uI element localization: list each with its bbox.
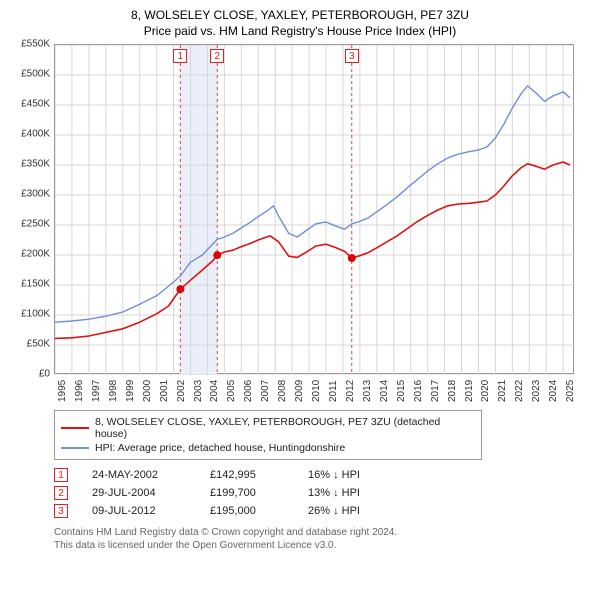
legend-row: 8, WOLSELEY CLOSE, YAXLEY, PETERBOROUGH,… [61,415,475,441]
legend-swatch [61,447,89,449]
x-tick-label: 2003 [193,380,204,402]
legend-label: 8, WOLSELEY CLOSE, YAXLEY, PETERBOROUGH,… [95,416,475,440]
y-tick-label: £100K [21,309,50,320]
sale-hpi-diff: 13% ↓ HPI [308,487,418,499]
y-tick-label: £400K [21,129,50,140]
sale-price: £199,700 [210,487,290,499]
x-tick-label: 2010 [311,380,322,402]
x-tick-label: 2024 [548,380,559,402]
x-tick-label: 1997 [91,380,102,402]
footnote-line: This data is licensed under the Open Gov… [54,539,588,552]
x-tick-label: 2004 [209,380,220,402]
sale-hpi-diff: 16% ↓ HPI [308,469,418,481]
y-tick-label: £500K [21,69,50,80]
x-tick-label: 2023 [531,380,542,402]
x-tick-label: 2020 [480,380,491,402]
footnote: Contains HM Land Registry data © Crown c… [54,526,588,552]
y-tick-label: £300K [21,189,50,200]
x-tick-label: 2006 [243,380,254,402]
sale-marker-number: 1 [54,468,68,482]
x-tick-label: 2011 [328,380,339,402]
x-tick-label: 2013 [362,380,373,402]
titles: 8, WOLSELEY CLOSE, YAXLEY, PETERBOROUGH,… [12,8,588,38]
x-tick-label: 1998 [108,380,119,402]
x-tick-label: 2002 [176,380,187,402]
sale-price: £195,000 [210,505,290,517]
sales-table: 1 24-MAY-2002 £142,995 16% ↓ HPI 2 29-JU… [54,468,588,518]
sale-date: 09-JUL-2012 [92,505,192,517]
legend-label: HPI: Average price, detached house, Hunt… [95,442,345,454]
sale-date: 24-MAY-2002 [92,469,192,481]
x-tick-label: 1995 [57,380,68,402]
y-tick-label: £150K [21,279,50,290]
y-tick-label: £250K [21,219,50,230]
sale-row: 3 09-JUL-2012 £195,000 26% ↓ HPI [54,504,588,518]
sale-row: 2 29-JUL-2004 £199,700 13% ↓ HPI [54,486,588,500]
y-tick-label: £450K [21,99,50,110]
sale-marker-flag: 3 [345,49,359,63]
x-axis-labels: 1995 1996 1997 1998 1999 2000 2001 2002 2003 2004… [54,376,574,404]
x-tick-label: 2017 [430,380,441,402]
legend-swatch [61,427,89,429]
y-tick-label: £0 [39,369,50,380]
legend-row: HPI: Average price, detached house, Hunt… [61,441,475,455]
y-tick-label: £50K [27,339,50,350]
sale-marker-number: 3 [54,504,68,518]
sale-marker-flag: 1 [173,49,187,63]
y-tick-label: £200K [21,249,50,260]
x-tick-label: 2025 [565,380,576,402]
x-tick-label: 2009 [294,380,305,402]
x-tick-label: 1996 [74,380,85,402]
x-tick-label: 1999 [125,380,136,402]
x-tick-label: 2007 [260,380,271,402]
x-tick-label: 2016 [413,380,424,402]
y-tick-label: £350K [21,159,50,170]
y-axis-labels: £0£50K£100K£150K£200K£250K£300K£350K£400… [12,44,52,374]
sale-marker-flag: 2 [210,49,224,63]
sale-date: 29-JUL-2004 [92,487,192,499]
x-tick-label: 2015 [396,380,407,402]
x-tick-label: 2008 [277,380,288,402]
x-tick-label: 2012 [345,380,356,402]
title-subtitle: Price paid vs. HM Land Registry's House … [12,24,588,38]
x-tick-label: 2021 [497,380,508,402]
sale-marker-number: 2 [54,486,68,500]
y-tick-label: £550K [21,39,50,50]
title-address: 8, WOLSELEY CLOSE, YAXLEY, PETERBOROUGH,… [12,8,588,22]
x-tick-label: 2019 [464,380,475,402]
sale-hpi-diff: 26% ↓ HPI [308,505,418,517]
sale-price: £142,995 [210,469,290,481]
plot-area: 1 2 3 [54,44,574,374]
x-tick-label: 2005 [226,380,237,402]
x-tick-label: 2022 [514,380,525,402]
sale-row: 1 24-MAY-2002 £142,995 16% ↓ HPI [54,468,588,482]
legend: 8, WOLSELEY CLOSE, YAXLEY, PETERBOROUGH,… [54,410,482,460]
x-tick-label: 2001 [159,380,170,402]
x-tick-label: 2018 [447,380,458,402]
chart-area: £0 £50K £100K £150K £200K £250K £300K £350K £400… [12,44,588,404]
x-tick-label: 2000 [142,380,153,402]
footnote-line: Contains HM Land Registry data © Crown c… [54,526,588,539]
x-tick-label: 2014 [379,380,390,402]
chart-container: 8, WOLSELEY CLOSE, YAXLEY, PETERBOROUGH,… [0,0,600,562]
